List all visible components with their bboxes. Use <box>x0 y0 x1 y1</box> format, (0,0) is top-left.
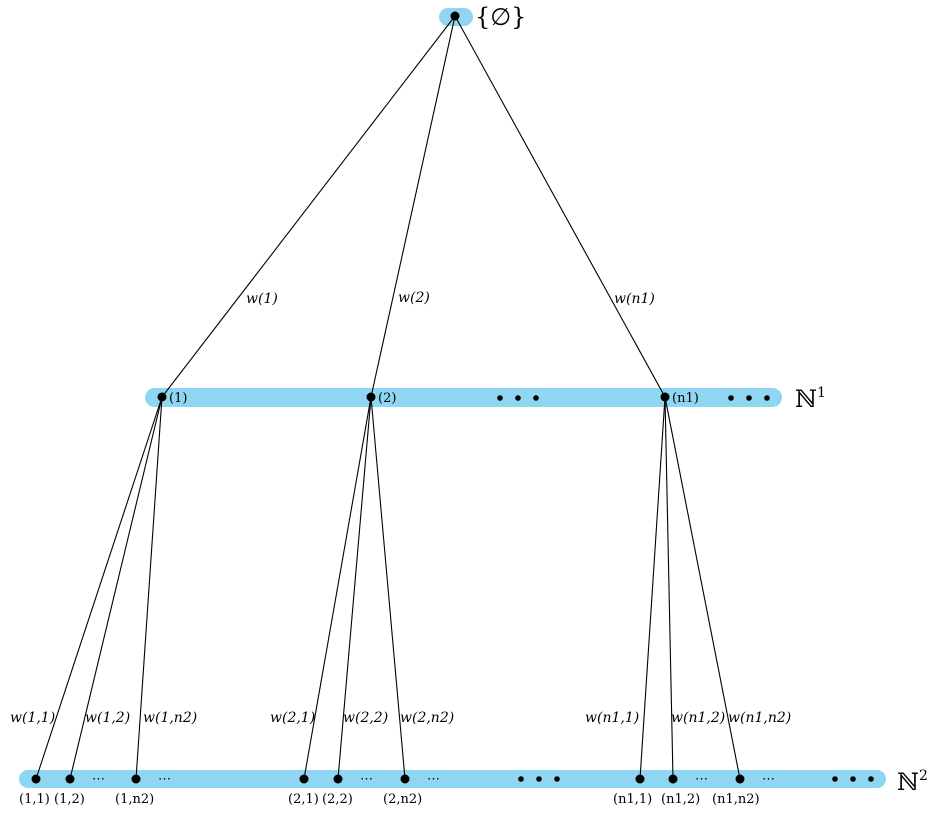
node-1-1-label: (1,1) <box>19 792 50 807</box>
edge-2-to-2-1 <box>303 396 372 780</box>
level-2-band <box>19 770 886 788</box>
edge-label-2: w(2) <box>398 290 430 306</box>
edge-root-to-n1 <box>454 15 666 398</box>
small-ellipsis-2a: ⋯ <box>360 772 373 787</box>
node-2-2 <box>333 774 343 784</box>
small-ellipsis-1b: ⋯ <box>158 772 171 787</box>
edge-label-2-n2: w(2,n2) <box>400 710 454 726</box>
level-1-symbol: ℕ <box>795 385 817 413</box>
node-n1-n2 <box>735 774 745 784</box>
level-1-ellipsis-end <box>728 395 770 401</box>
small-ellipsis-1a: ⋯ <box>92 772 105 787</box>
level-2-ellipsis-mid <box>518 776 560 782</box>
edge-1-to-1-n2 <box>135 396 163 780</box>
edge-2-to-2-n2 <box>370 396 406 780</box>
edge-root-to-2 <box>370 15 456 398</box>
edge-1-to-1-2 <box>69 396 163 780</box>
level-1-label: ℕ1 <box>795 385 826 413</box>
root-node <box>450 11 460 21</box>
node-n1 <box>660 392 670 402</box>
root-label: {∅} <box>475 3 526 31</box>
edge-label-n1-n2: w(n1,n2) <box>728 710 791 726</box>
level-2-exponent: 2 <box>919 768 928 784</box>
level-2-ellipsis-end <box>832 776 874 782</box>
node-1-n2-label: (1,n2) <box>115 792 154 807</box>
level-1-band <box>145 388 782 407</box>
edge-label-n1-1: w(n1,1) <box>585 710 639 726</box>
level-1-exponent: 1 <box>817 385 826 401</box>
edge-label-2-1: w(2,1) <box>270 710 315 726</box>
node-n1-1-label: (n1,1) <box>613 792 652 807</box>
node-1-n2 <box>131 774 141 784</box>
small-ellipsis-2b: ⋯ <box>427 772 440 787</box>
node-1-2 <box>65 774 75 784</box>
edge-label-n1-2: w(n1,2) <box>671 710 725 726</box>
node-n1-label: (n1) <box>672 391 699 406</box>
edge-label-2-2: w(2,2) <box>343 710 388 726</box>
node-n1-2 <box>668 774 678 784</box>
node-n1-2-label: (n1,2) <box>661 792 700 807</box>
node-2 <box>366 392 376 402</box>
node-2-label: (2) <box>378 391 396 406</box>
node-1-1 <box>31 774 41 784</box>
level-2-label: ℕ2 <box>897 768 928 796</box>
edge-label-1-1: w(1,1) <box>10 710 55 726</box>
node-1-label: (1) <box>169 391 187 406</box>
node-2-n2 <box>400 774 410 784</box>
node-1 <box>157 392 167 402</box>
node-n1-n2-label: (n1,n2) <box>712 792 760 807</box>
node-n1-1 <box>635 774 645 784</box>
small-ellipsis-n1a: ⋯ <box>695 772 708 787</box>
edge-label-1: w(1) <box>246 291 278 307</box>
level-1-ellipsis-mid <box>497 395 539 401</box>
edge-n1-to-n1-n2 <box>664 396 741 780</box>
edge-label-n1: w(n1) <box>614 291 655 307</box>
edge-1-to-1-1 <box>35 396 163 780</box>
edge-n1-to-n1-2 <box>664 396 674 780</box>
node-1-2-label: (1,2) <box>54 792 85 807</box>
edge-root-to-1 <box>161 15 456 398</box>
node-2-1-label: (2,1) <box>288 792 319 807</box>
node-2-2-label: (2,2) <box>322 792 353 807</box>
level-2-symbol: ℕ <box>897 768 919 796</box>
edge-n1-to-n1-1 <box>639 396 666 780</box>
small-ellipsis-n1b: ⋯ <box>762 772 775 787</box>
edge-2-to-2-2 <box>337 396 372 780</box>
edge-label-1-n2: w(1,n2) <box>143 710 197 726</box>
node-2-n2-label: (2,n2) <box>383 792 422 807</box>
edge-label-1-2: w(1,2) <box>85 710 130 726</box>
node-2-1 <box>299 774 309 784</box>
